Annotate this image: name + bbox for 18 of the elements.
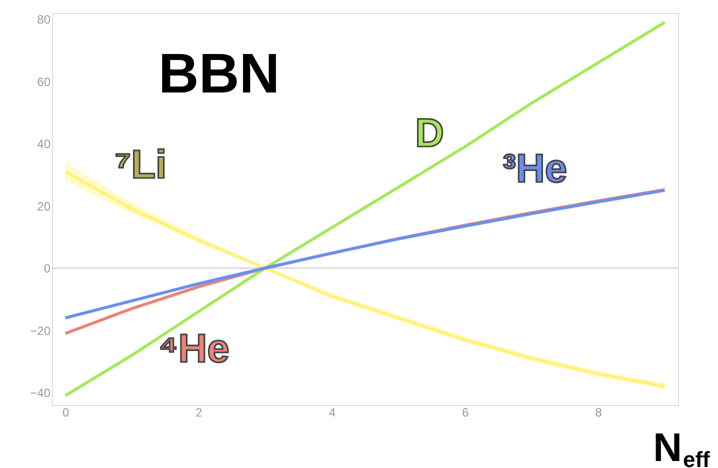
y-tick-label: −20	[30, 324, 51, 338]
y-tick-label: 0	[44, 262, 51, 276]
series-label: ³He	[502, 146, 568, 191]
text: BBN	[158, 42, 280, 105]
y-tick-label: 20	[37, 199, 51, 214]
y-tick-label: 40	[37, 137, 51, 152]
y-tick-label: 60	[37, 74, 51, 89]
x-tick-label: 0	[62, 406, 70, 420]
x-tick-label: 4	[328, 406, 336, 420]
line-series	[64, 20, 666, 398]
series-label: ⁴He	[158, 327, 230, 372]
series-label: ⁷Li	[114, 142, 167, 187]
x-tick-label: 6	[462, 406, 470, 420]
series-label: D	[415, 112, 444, 156]
y-tick-label: 80	[37, 12, 51, 27]
x-tick-label: 8	[595, 406, 602, 420]
x-tick-label: 2	[196, 406, 203, 420]
y-tick-label: −40	[30, 386, 51, 400]
